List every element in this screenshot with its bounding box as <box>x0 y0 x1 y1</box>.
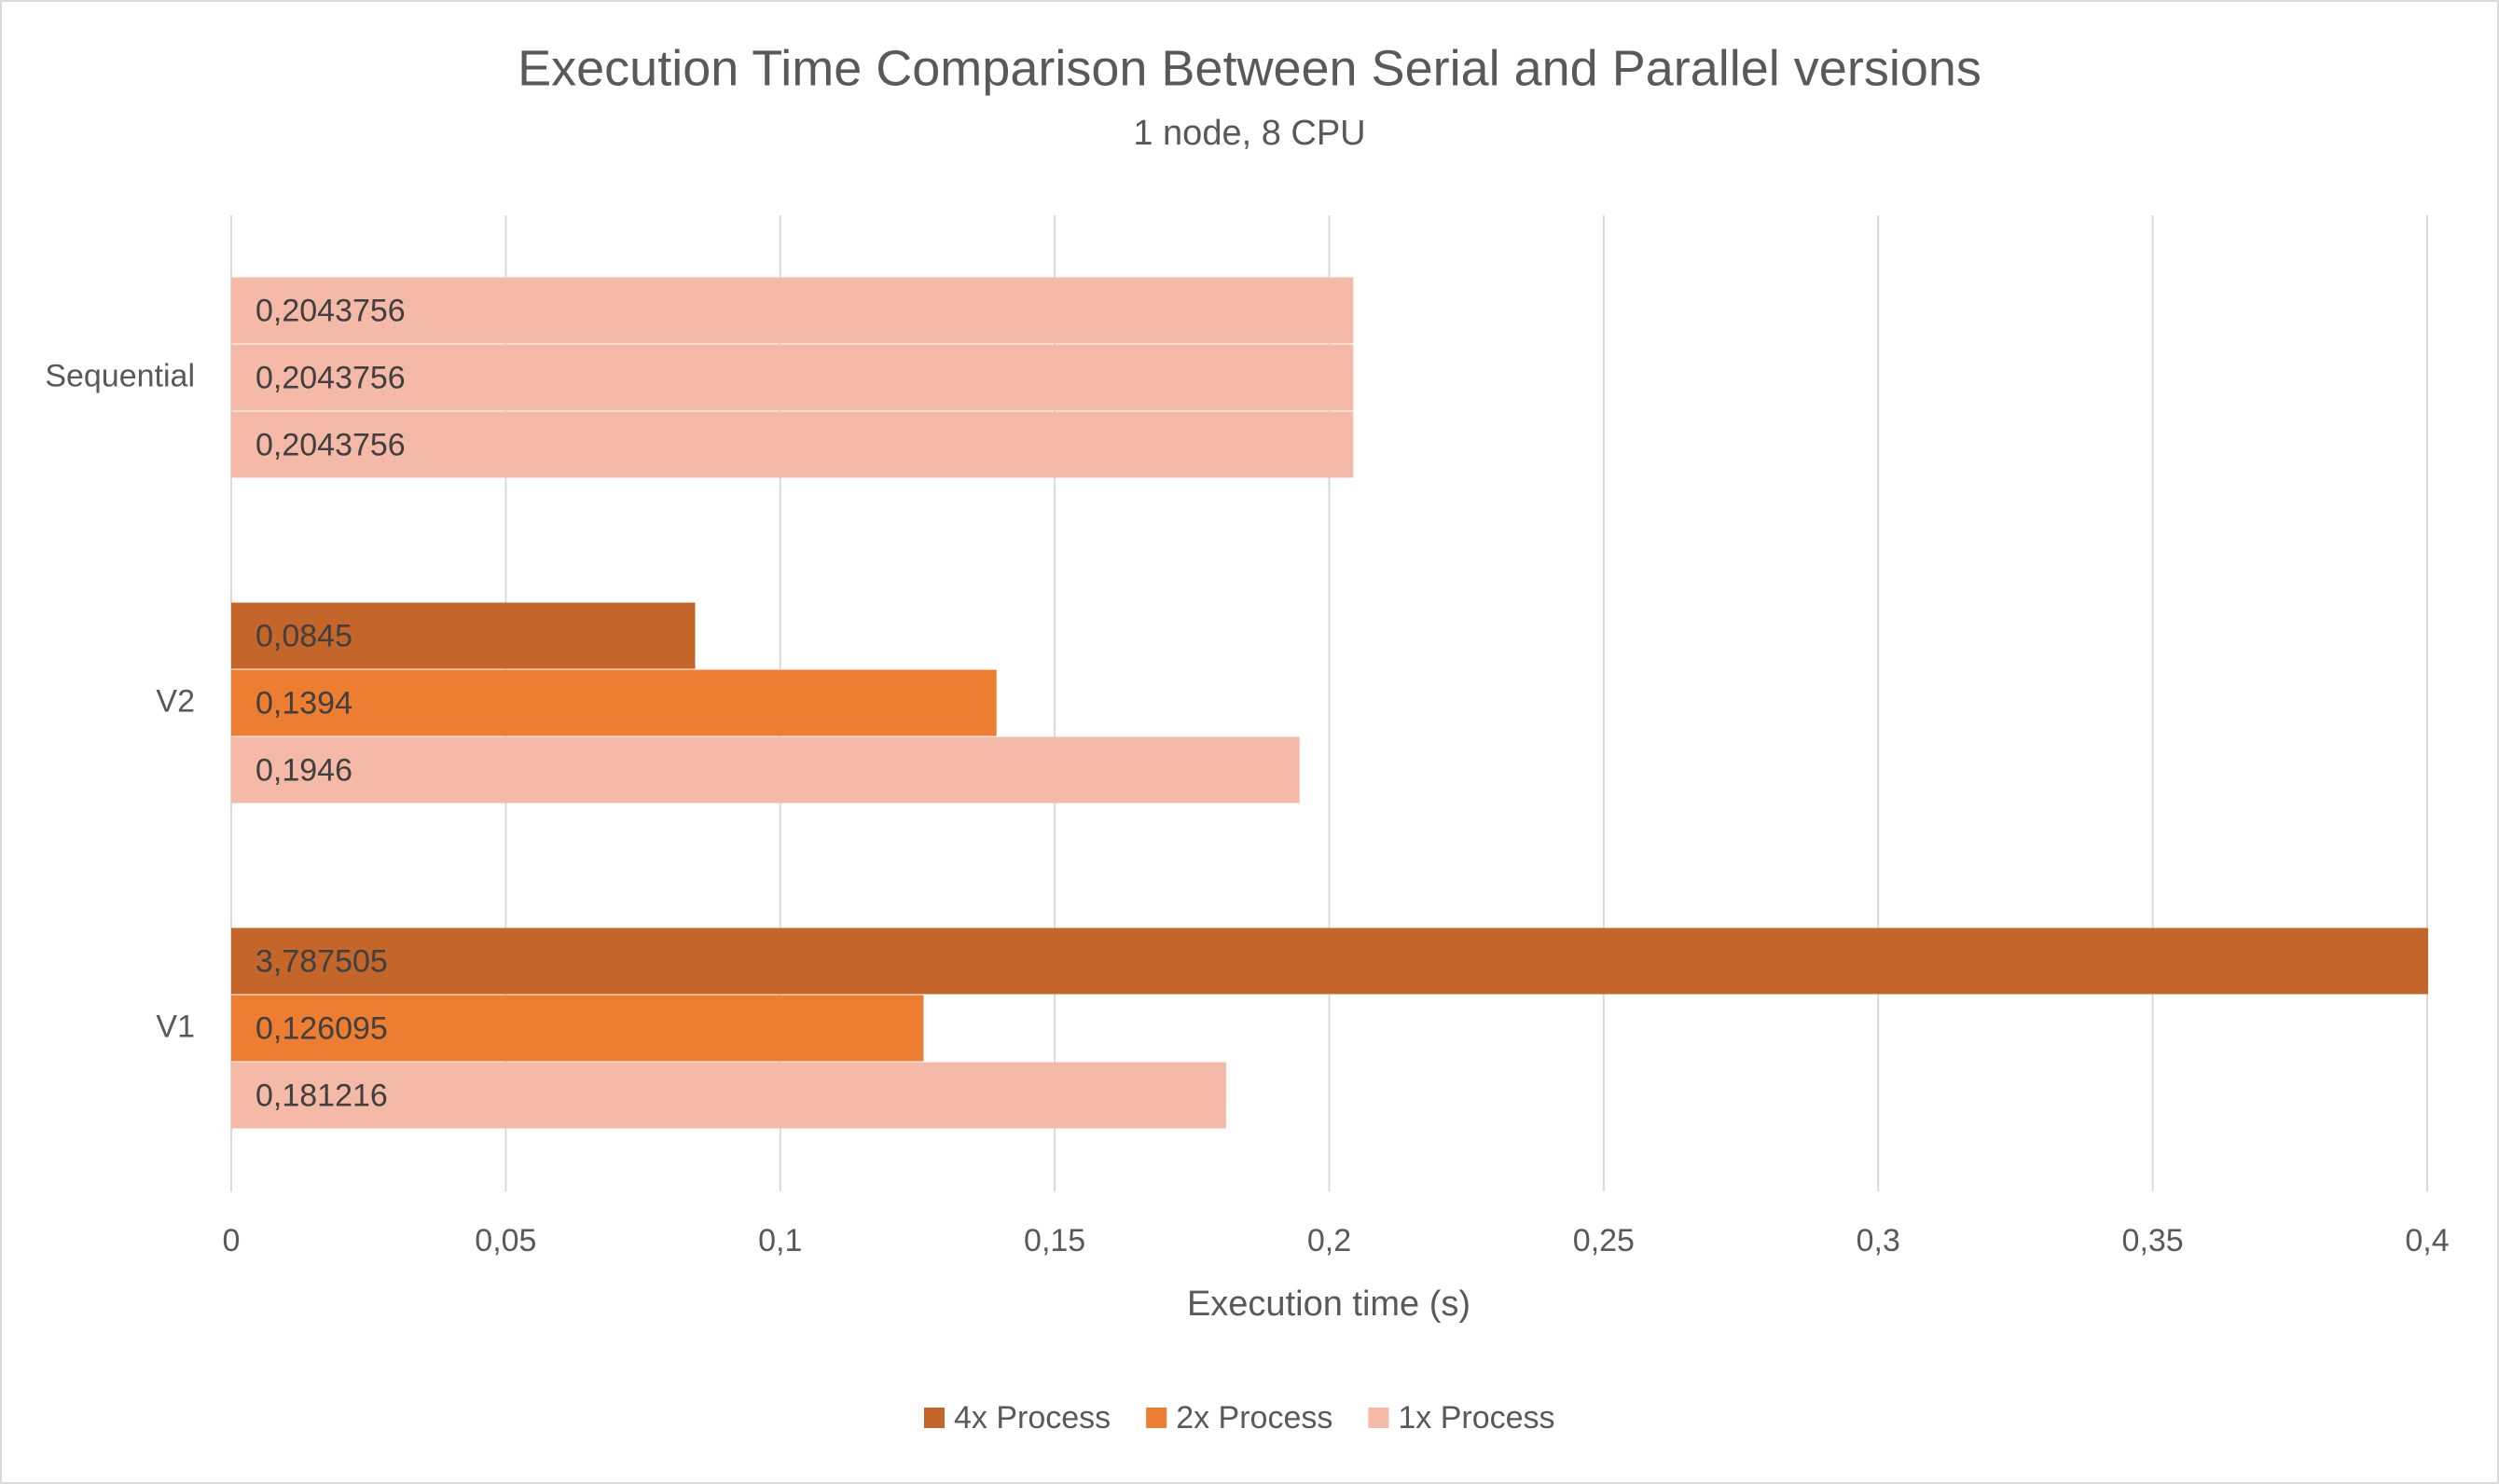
chart-subtitle: 1 node, 8 CPU <box>1133 114 1365 153</box>
y-tick-label: V1 <box>156 1009 195 1044</box>
x-tick-label: 0,3 <box>1857 1223 1900 1258</box>
x-tick-label: 0,2 <box>1307 1223 1351 1258</box>
data-label: 0,1946 <box>255 752 352 788</box>
x-tick-label: 0,05 <box>475 1223 536 1258</box>
bar <box>231 344 1354 411</box>
x-tick-label: 0,4 <box>2405 1223 2449 1258</box>
data-label: 0,0845 <box>255 618 352 653</box>
x-tick-label: 0 <box>223 1223 241 1258</box>
legend-swatch <box>924 1408 945 1428</box>
legend-label: 4x Process <box>954 1400 1111 1436</box>
x-tick-label: 0,1 <box>758 1223 802 1258</box>
bar <box>231 995 924 1062</box>
labels: 0 0,05 0,1 0,15 0,2 0,25 0,3 0,35 0,4 Sequential 0… <box>45 293 2449 1436</box>
data-label: 0,126095 <box>255 1010 388 1046</box>
data-label: 0,2043756 <box>255 293 406 328</box>
plot-area <box>231 277 2428 1129</box>
x-tick-label: 0,25 <box>1573 1223 1635 1258</box>
x-axis-title: Execution time (s) <box>1187 1285 1470 1324</box>
bar <box>231 602 696 669</box>
legend-swatch <box>1146 1408 1167 1428</box>
bar <box>231 277 1354 344</box>
legend-label: 1x Process <box>1398 1400 1554 1436</box>
data-label: 0,1394 <box>255 685 352 721</box>
data-label: 0,2043756 <box>255 360 406 395</box>
bar <box>231 928 2428 995</box>
chart-title: Execution Time Comparison Between Serial… <box>518 40 1981 96</box>
bar <box>231 1062 1226 1129</box>
bar <box>231 669 997 736</box>
x-tick-label: 0,15 <box>1024 1223 1085 1258</box>
data-label: 0,2043756 <box>255 427 406 462</box>
y-tick-label: V2 <box>156 683 195 719</box>
bar <box>231 736 1300 804</box>
data-label: 0,181216 <box>255 1078 388 1113</box>
bar <box>231 411 1354 478</box>
legend-label: 2x Process <box>1176 1400 1332 1436</box>
legend-swatch <box>1368 1408 1389 1428</box>
x-tick-label: 0,35 <box>2122 1223 2184 1258</box>
y-tick-label: Sequential <box>45 358 195 393</box>
data-label: 3,787505 <box>255 943 388 979</box>
